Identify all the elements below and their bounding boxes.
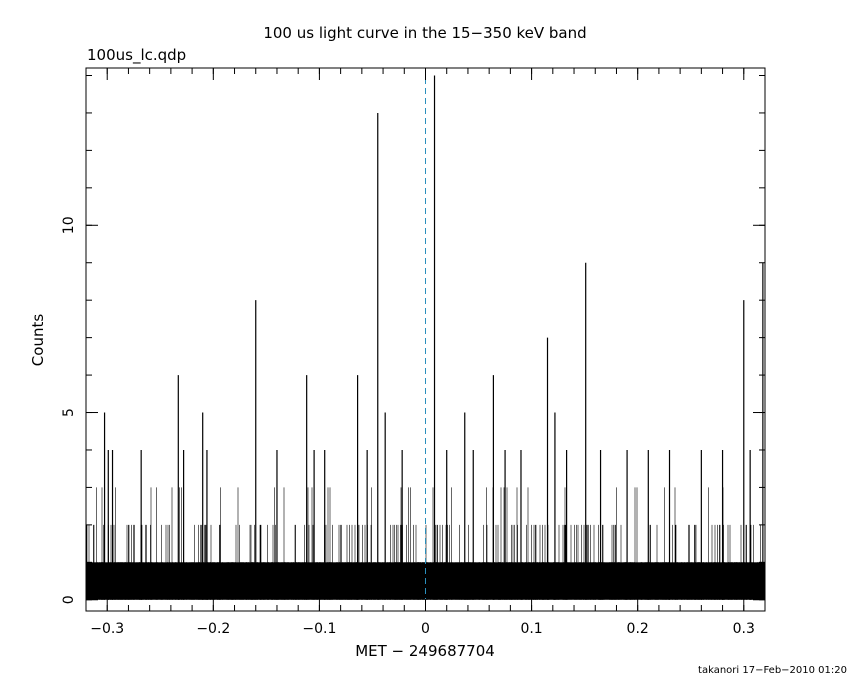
x-tick-label: 0.2 bbox=[627, 621, 649, 637]
x-axis-label: MET − 249687704 bbox=[355, 642, 495, 660]
x-tick-labels: −0.3 −0.2 −0.1 0 0.1 0.2 0.3 bbox=[90, 621, 755, 637]
footer-credit: takanori 17−Feb−2010 01:20 bbox=[698, 665, 847, 676]
x-tick-label: −0.2 bbox=[196, 621, 230, 637]
y-tick-label: 10 bbox=[61, 216, 77, 234]
x-tick-label: 0.3 bbox=[733, 621, 755, 637]
file-name-label: 100us_lc.qdp bbox=[87, 46, 186, 65]
y-tick-labels: 0 5 10 bbox=[61, 216, 77, 604]
y-tick-label: 0 bbox=[61, 595, 77, 604]
y-tick-label: 5 bbox=[61, 408, 77, 417]
chart-title: 100 us light curve in the 15−350 keV ban… bbox=[263, 24, 586, 42]
axis-ticks bbox=[85, 68, 766, 611]
x-tick-label: −0.3 bbox=[90, 621, 124, 637]
y-axis-label: Counts bbox=[29, 314, 47, 367]
x-tick-label: 0.1 bbox=[520, 621, 542, 637]
x-tick-label: 0 bbox=[421, 621, 430, 637]
x-tick-label: −0.1 bbox=[302, 621, 336, 637]
